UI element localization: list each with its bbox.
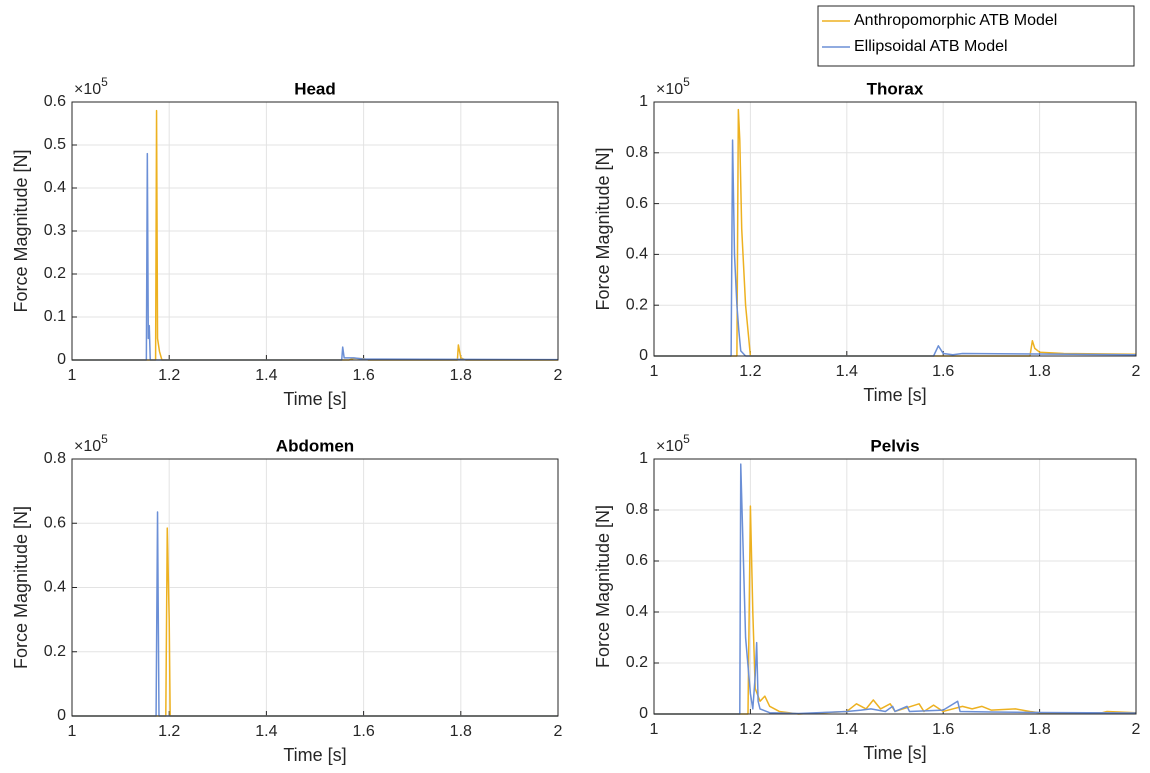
- y-axis-label: Force Magnitude [N]: [593, 147, 613, 310]
- y-tick-label: 1: [639, 93, 648, 110]
- axes-box: [653, 458, 1137, 715]
- y-tick-label: 1: [639, 450, 648, 467]
- chart-title: Pelvis: [870, 436, 919, 455]
- y-tick-label: 0.2: [44, 643, 66, 660]
- y-tick-label: 0.2: [626, 654, 648, 671]
- y-scale-label: ×105: [656, 75, 690, 98]
- legend-label: Ellipsoidal ATB Model: [854, 38, 1008, 55]
- axes-box: [71, 101, 559, 361]
- x-tick-label: 1.8: [450, 367, 472, 384]
- legend-label: Anthropomorphic ATB Model: [854, 12, 1057, 29]
- y-tick-label: 0.1: [44, 308, 66, 325]
- data-line: [654, 505, 1137, 715]
- y-tick-label: 0.5: [44, 136, 66, 153]
- y-tick-label: 0.4: [44, 579, 66, 596]
- y-scale-label: ×105: [74, 75, 108, 98]
- x-tick-label: 1.2: [739, 721, 761, 738]
- y-tick-label: 0.8: [626, 501, 648, 518]
- x-tick-label: 1.4: [836, 721, 858, 738]
- x-axis-label: Time [s]: [863, 385, 926, 405]
- y-tick-label: 0.4: [44, 179, 66, 196]
- x-tick-label: 1.6: [932, 363, 954, 380]
- y-tick-label: 0.3: [44, 222, 66, 239]
- legend-box: [817, 5, 1135, 67]
- x-tick-label: 1: [650, 721, 659, 738]
- x-tick-label: 1: [68, 367, 77, 384]
- x-axis-label: Time [s]: [283, 745, 346, 765]
- x-axis-label: Time [s]: [863, 743, 926, 763]
- y-tick-label: 0.6: [44, 93, 66, 110]
- y-tick-label: 0: [57, 707, 66, 724]
- chart-title: Head: [294, 79, 336, 98]
- chart-title: Thorax: [867, 79, 924, 98]
- x-tick-label: 1.4: [255, 723, 277, 740]
- chart-title: Abdomen: [276, 436, 354, 455]
- y-tick-label: 0.6: [44, 514, 66, 531]
- subplot: 1 1.2 1.4 1.6 1.8 2 0 0.2 0.4 0.6 0.8 Abdomen Time […: [11, 432, 563, 765]
- y-scale-base: ×10: [74, 81, 101, 98]
- x-tick-label: 1: [650, 363, 659, 380]
- y-tick-label: 0.4: [626, 603, 648, 620]
- x-tick-label: 1.4: [255, 367, 277, 384]
- y-tick-label: 0.2: [44, 265, 66, 282]
- axes-box: [71, 458, 559, 717]
- x-tick-label: 2: [1132, 363, 1141, 380]
- y-axis-label: Force Magnitude [N]: [593, 505, 613, 668]
- y-tick-label: 0: [639, 705, 648, 722]
- x-tick-label: 1.6: [352, 723, 374, 740]
- x-tick-label: 1.4: [836, 363, 858, 380]
- x-axis-label: Time [s]: [283, 389, 346, 409]
- data-line: [654, 108, 1137, 357]
- x-tick-label: 1: [68, 723, 77, 740]
- subplot: 1 1.2 1.4 1.6 1.8 2 0 0.2 0.4 0.6 0.8 1 Pelvis Time […: [593, 432, 1141, 763]
- y-scale-exponent: 5: [683, 75, 690, 89]
- x-tick-label: 2: [554, 723, 563, 740]
- y-axis-label: Force Magnitude [N]: [11, 506, 31, 669]
- y-tick-label: 0.8: [626, 144, 648, 161]
- x-tick-label: 1.2: [158, 723, 180, 740]
- x-tick-label: 1.6: [352, 367, 374, 384]
- y-scale-exponent: 5: [101, 432, 108, 446]
- y-tick-label: 0.6: [626, 195, 648, 212]
- y-tick-label: 0: [57, 351, 66, 368]
- y-tick-label: 0.6: [626, 552, 648, 569]
- x-tick-label: 1.8: [450, 723, 472, 740]
- y-tick-label: 0.8: [44, 450, 66, 467]
- y-scale-label: ×105: [74, 432, 108, 455]
- y-scale-base: ×10: [656, 438, 683, 455]
- x-tick-label: 1.2: [739, 363, 761, 380]
- subplot: 1 1.2 1.4 1.6 1.8 2 0 0.2 0.4 0.6 0.8 1 Thorax Time […: [593, 75, 1141, 405]
- plot-area: [654, 102, 1136, 356]
- y-scale-exponent: 5: [101, 75, 108, 89]
- x-tick-label: 2: [1132, 721, 1141, 738]
- y-scale-exponent: 5: [683, 432, 690, 446]
- axes-box: [653, 101, 1137, 357]
- y-scale-label: ×105: [656, 432, 690, 455]
- y-scale-base: ×10: [74, 438, 101, 455]
- x-tick-label: 1.2: [158, 367, 180, 384]
- x-tick-label: 2: [554, 367, 563, 384]
- y-axis-label: Force Magnitude [N]: [11, 149, 31, 312]
- subplot: 1 1.2 1.4 1.6 1.8 2 0 0.1 0.2 0.3 0.4 0.5 0.6 Head Tim…: [11, 75, 563, 409]
- y-tick-label: 0.4: [626, 246, 648, 263]
- plot-area: [654, 459, 1136, 714]
- y-tick-label: 0.2: [626, 296, 648, 313]
- y-tick-label: 0: [639, 347, 648, 364]
- y-scale-base: ×10: [656, 81, 683, 98]
- data-line: [654, 463, 1137, 715]
- legend: Anthropomorphic ATB Model Ellipsoidal ATB…: [817, 5, 1135, 67]
- x-tick-label: 1.8: [1028, 363, 1050, 380]
- x-tick-label: 1.8: [1028, 721, 1050, 738]
- x-tick-label: 1.6: [932, 721, 954, 738]
